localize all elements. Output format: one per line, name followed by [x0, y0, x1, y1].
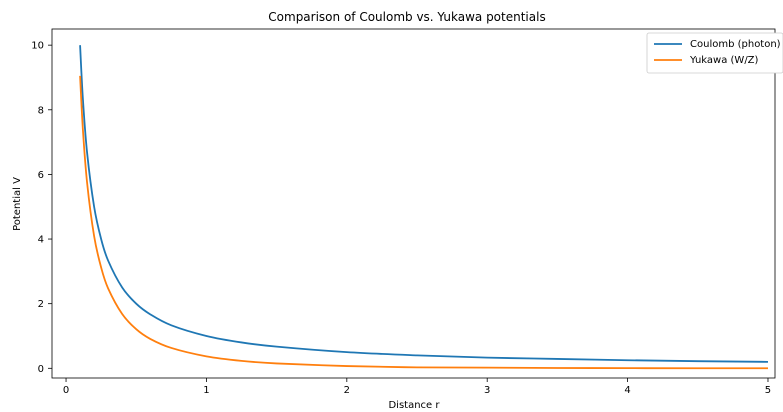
series-layer [79, 45, 768, 370]
series-line-yukawa [79, 75, 768, 370]
x-tick-label: 4 [624, 385, 630, 396]
y-tick-label: 4 [38, 235, 44, 246]
y-axis-label: Potential V [12, 177, 23, 231]
chart-title: Comparison of Coulomb vs. Yukawa potenti… [268, 10, 545, 24]
plot-frame [51, 28, 776, 379]
x-tick-label: 5 [765, 385, 771, 396]
x-axis-label: Distance r [388, 400, 440, 411]
x-axis: 0 1 2 3 4 5 [63, 378, 771, 396]
legend-label-yukawa: Yukawa (W/Z) [689, 55, 759, 66]
y-tick-label: 2 [38, 299, 44, 310]
y-tick-label: 8 [38, 105, 44, 116]
x-tick-label: 1 [203, 385, 209, 396]
series-line-coulomb [79, 45, 768, 363]
legend: Coulomb (photon) Yukawa (W/Z) [646, 32, 783, 74]
legend-box [646, 32, 783, 74]
y-tick-label: 6 [38, 170, 44, 181]
y-axis: 0 2 4 6 8 10 [31, 41, 52, 375]
y-tick-label: 10 [31, 41, 44, 52]
x-tick-label: 3 [484, 385, 490, 396]
x-tick-label: 2 [344, 385, 350, 396]
y-tick-label: 0 [38, 364, 44, 375]
x-tick-label: 0 [63, 385, 69, 396]
legend-label-coulomb: Coulomb (photon) [690, 39, 781, 50]
